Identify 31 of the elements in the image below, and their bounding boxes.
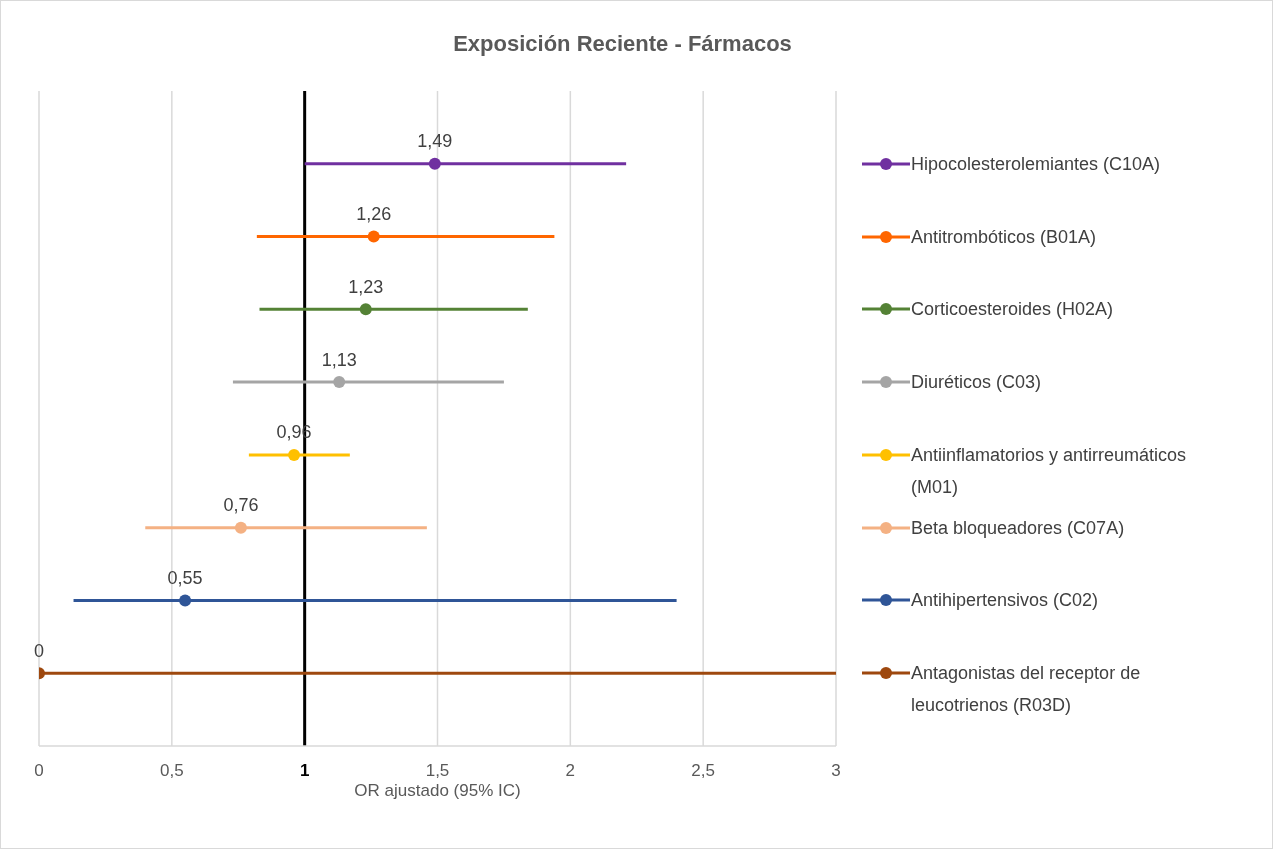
x-tick-label: 2,5 xyxy=(691,761,715,780)
data-label: 0 xyxy=(33,640,45,661)
legend-label: Antiinflamatorios y antirreumáticos (M01) xyxy=(911,443,1188,499)
data-label: 1,49 xyxy=(417,131,453,152)
data-label: 1,13 xyxy=(321,349,357,370)
x-tick-label: 0,5 xyxy=(160,761,184,780)
legend-label: Antagonistas del receptor de leucotrienos (R03D) xyxy=(911,662,1142,718)
point xyxy=(333,376,346,389)
point xyxy=(288,448,301,461)
point xyxy=(359,303,372,316)
legend-label: Corticoesteroides (H02A) xyxy=(911,298,1115,322)
legend-label: Hipocolesterolemiantes (C10A) xyxy=(911,152,1162,176)
data-label: 1,23 xyxy=(348,276,384,297)
point xyxy=(428,157,441,170)
x-tick-label: 1,5 xyxy=(425,761,450,780)
data-label: 1,26 xyxy=(356,204,392,225)
legend-label: Beta bloqueadores (C07A) xyxy=(911,516,1126,540)
point xyxy=(234,521,247,534)
data-label: 0,55 xyxy=(167,567,203,588)
chart-title: Exposición Reciente - Fármacos xyxy=(452,31,793,57)
x-tick-label: 0 xyxy=(34,761,44,780)
x-tick-label: 1 xyxy=(299,761,310,780)
legend-label: Antihipertensivos (C02) xyxy=(911,589,1100,613)
x-tick-label: 2 xyxy=(565,761,576,780)
x-axis-title: OR ajustado (95% IC) xyxy=(354,781,521,800)
data-label: 0,76 xyxy=(223,495,259,516)
point xyxy=(179,594,192,607)
legend-label: Antitrombóticos (B01A) xyxy=(911,225,1098,249)
point xyxy=(367,230,380,243)
x-tick-label: 3 xyxy=(831,761,841,780)
legend-label: Diuréticos (C03) xyxy=(911,371,1043,395)
